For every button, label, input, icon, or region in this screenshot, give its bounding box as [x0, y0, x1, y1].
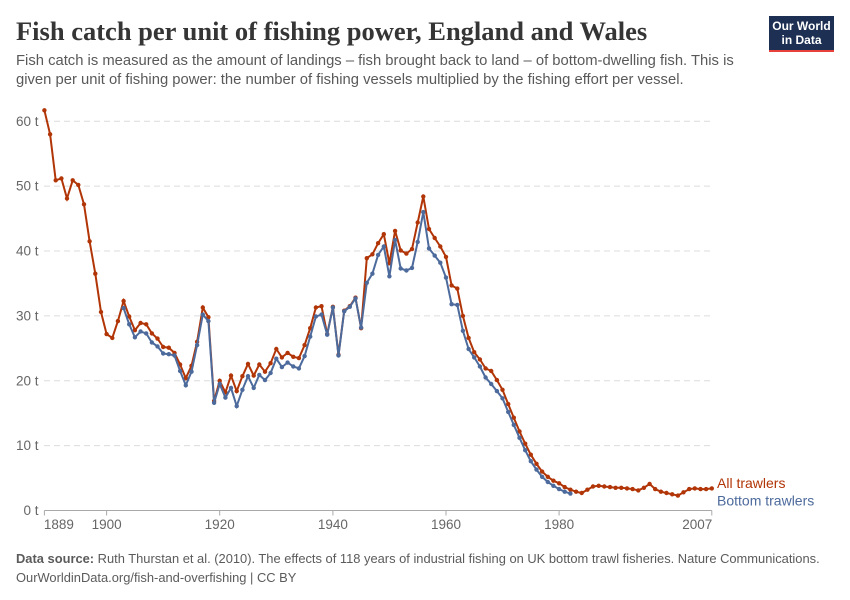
svg-text:1960: 1960: [431, 517, 461, 532]
svg-text:1940: 1940: [318, 517, 348, 532]
svg-text:1900: 1900: [92, 517, 122, 532]
svg-text:1980: 1980: [544, 517, 574, 532]
svg-text:40 t: 40 t: [16, 244, 39, 259]
svg-text:2007: 2007: [682, 517, 712, 532]
svg-text:1889: 1889: [44, 517, 74, 532]
svg-text:50 t: 50 t: [16, 179, 39, 194]
svg-text:30 t: 30 t: [16, 308, 39, 323]
svg-text:60 t: 60 t: [16, 114, 39, 129]
svg-text:1920: 1920: [205, 517, 235, 532]
svg-text:20 t: 20 t: [16, 373, 39, 388]
svg-text:10 t: 10 t: [16, 438, 39, 453]
svg-text:All trawlers: All trawlers: [717, 475, 785, 491]
svg-text:0 t: 0 t: [23, 503, 38, 518]
svg-text:Bottom trawlers: Bottom trawlers: [717, 493, 814, 509]
